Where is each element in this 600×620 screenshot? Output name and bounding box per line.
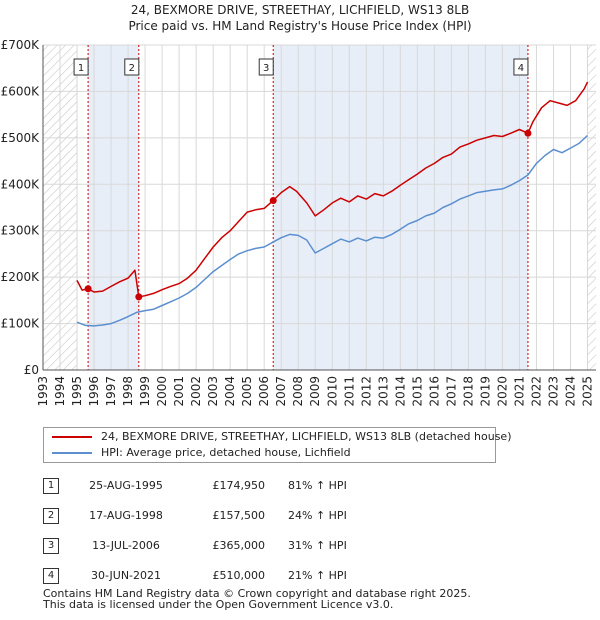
transaction-hpi-diff: 24% ↑ HPI (288, 509, 347, 522)
x-tick-label: 2013 (376, 376, 390, 407)
footer: Contains HM Land Registry data © Crown c… (43, 588, 471, 610)
legend-swatch-hpi (52, 452, 92, 454)
transaction-price: £365,000 (212, 539, 266, 552)
transaction-date: 17-AUG-1998 (89, 509, 163, 522)
x-tick-label: 2015 (410, 376, 424, 407)
marker-label-1: 1 (78, 63, 84, 74)
y-tick-label: £400K (1, 177, 41, 191)
x-tick-label: 2000 (155, 376, 169, 407)
x-tick-label: 2021 (512, 376, 526, 407)
x-tick-label: 1993 (36, 376, 50, 407)
transaction-price: £510,000 (212, 569, 266, 582)
x-tick-label: 2025 (580, 376, 594, 407)
transaction-hpi-diff: 21% ↑ HPI (288, 569, 347, 582)
x-tick-label: 2019 (478, 376, 492, 407)
x-tick-label: 2005 (240, 376, 254, 407)
x-tick-label: 2018 (461, 376, 475, 407)
transaction-number: 2 (43, 508, 59, 524)
y-tick-label: £500K (1, 131, 41, 145)
x-tick-label: 1999 (138, 376, 152, 407)
x-tick-label: 1998 (121, 376, 135, 407)
x-tick-label: 2014 (393, 376, 407, 407)
legend-swatch-property (52, 436, 92, 438)
x-tick-label: 2001 (172, 376, 186, 407)
x-tick-label: 2016 (427, 376, 441, 407)
transaction-date: 25-AUG-1995 (89, 479, 163, 492)
x-tick-label: 1996 (87, 376, 101, 407)
sale-point-2 (135, 293, 143, 301)
x-tick-label: 2008 (291, 376, 305, 407)
y-tick-label: £700K (1, 38, 41, 52)
x-tick-label: 1995 (70, 376, 84, 407)
legend-item-property: 24, BEXMORE DRIVE, STREETHAY, LICHFIELD,… (52, 429, 512, 445)
transaction-date: 13-JUL-2006 (92, 539, 160, 552)
series-line-hpi (76, 134, 589, 327)
x-tick-label: 2020 (495, 376, 509, 407)
footer-copyright: Contains HM Land Registry data © Crown c… (43, 587, 471, 600)
x-tick-label: 1994 (53, 376, 67, 407)
legend-label-property: 24, BEXMORE DRIVE, STREETHAY, LICHFIELD,… (101, 430, 512, 443)
transaction-number: 3 (43, 538, 59, 554)
transaction-date: 30-JUN-2021 (90, 569, 162, 582)
x-tick-label: 2003 (206, 376, 220, 407)
x-tick-label: 2012 (359, 376, 373, 407)
marker-box-2 (124, 58, 140, 76)
sale-point-1 (84, 285, 92, 293)
x-tick-label: 2002 (189, 376, 203, 407)
marker-box-3 (258, 58, 274, 76)
x-tick-label: 2009 (308, 376, 322, 407)
x-tick-label: 2004 (223, 376, 237, 407)
marker-label-3: 3 (263, 63, 269, 74)
transaction-number: 4 (43, 568, 59, 584)
x-tick-label: 2023 (546, 376, 560, 407)
x-tick-label: 2010 (325, 376, 339, 407)
x-tick-label: 2007 (274, 376, 288, 407)
transaction-hpi-diff: 31% ↑ HPI (288, 539, 347, 552)
sale-point-4 (524, 129, 532, 137)
transaction-price: £157,500 (212, 509, 266, 522)
marker-box-1 (73, 58, 89, 76)
sale-point-3 (269, 197, 277, 205)
y-tick-label: £100K (1, 317, 41, 331)
y-tick-label: £0 (24, 363, 39, 377)
footer-licence: This data is licensed under the Open Gov… (43, 598, 394, 611)
chart-title-line1: 24, BEXMORE DRIVE, STREETHAY, LICHFIELD,… (131, 3, 469, 17)
x-tick-label: 2011 (342, 376, 356, 407)
x-tick-label: 2022 (529, 376, 543, 407)
chart-title-line2: Price paid vs. HM Land Registry's House … (128, 19, 471, 33)
transaction-number: 1 (43, 478, 59, 494)
price-chart: 24, BEXMORE DRIVE, STREETHAY, LICHFIELD,… (1, 3, 596, 407)
x-tick-label: 2024 (563, 376, 577, 407)
x-tick-label: 2017 (444, 376, 458, 407)
x-tick-label: 1997 (104, 376, 118, 407)
legend-item-hpi: HPI: Average price, detached house, Lich… (52, 445, 351, 461)
chart-legend: 24, BEXMORE DRIVE, STREETHAY, LICHFIELD,… (43, 427, 512, 463)
marker-box-4 (513, 58, 529, 76)
x-tick-label: 2006 (257, 376, 271, 407)
marker-label-2: 2 (129, 63, 135, 74)
transaction-price: £174,950 (212, 479, 266, 492)
legend-label-hpi: HPI: Average price, detached house, Lich… (101, 446, 351, 459)
ownership-shade (88, 45, 139, 370)
series-line-property (76, 81, 589, 298)
y-tick-label: £300K (1, 224, 41, 238)
transaction-hpi-diff: 81% ↑ HPI (288, 479, 347, 492)
marker-label-4: 4 (518, 63, 524, 74)
y-tick-label: £200K (1, 270, 41, 284)
y-tick-label: £600K (1, 84, 41, 98)
no-data-hatch (587, 45, 596, 370)
